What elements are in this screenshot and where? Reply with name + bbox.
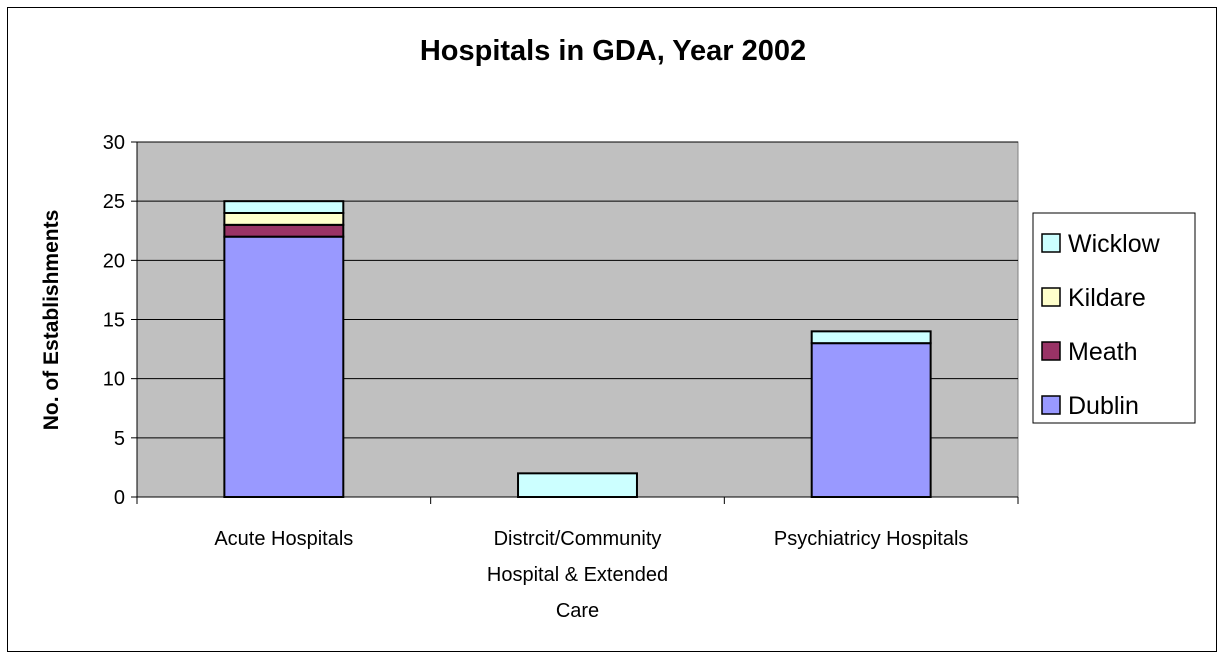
legend-swatch-kildare xyxy=(1041,287,1061,307)
y-tick-label: 25 xyxy=(103,191,125,213)
legend-label-kildare: Kildare xyxy=(1068,284,1146,312)
bar-dublin xyxy=(810,342,932,498)
bar-dublin xyxy=(223,235,345,499)
y-tick-label: 30 xyxy=(103,132,125,154)
legend-label-dublin: Dublin xyxy=(1068,392,1139,420)
y-axis-title: No. of Establishments xyxy=(40,210,63,431)
chart-title: Hospitals in GDA, Year 2002 xyxy=(420,35,806,67)
x-category-label: Psychiatricy Hospitals xyxy=(774,528,969,550)
y-tick-label: 5 xyxy=(114,428,125,450)
bar-wicklow xyxy=(810,330,932,345)
bar-wicklow xyxy=(517,472,638,499)
plot-area: 0 5 10 15 20 25 30 Acute Hospitals Distrcit/Comm… xyxy=(103,132,1019,622)
y-tick-label: 10 xyxy=(103,369,125,391)
y-tick-label: 15 xyxy=(103,310,125,332)
y-tick-label: 20 xyxy=(103,250,125,272)
bar-kildare xyxy=(223,212,345,226)
legend: Wicklow Kildare Meath Dublin xyxy=(1032,212,1196,424)
legend-swatch-meath xyxy=(1041,341,1061,361)
x-category-label: Hospital & Extended xyxy=(487,564,668,586)
legend-label-meath: Meath xyxy=(1068,338,1137,366)
x-category-label: Acute Hospitals xyxy=(214,528,353,550)
x-category-label: Care xyxy=(556,600,599,622)
legend-swatch-wicklow xyxy=(1041,233,1061,253)
x-category-label: Distrcit/Community xyxy=(494,528,662,550)
legend-label-wicklow: Wicklow xyxy=(1068,230,1161,258)
y-tick-label: 0 xyxy=(114,487,125,509)
bar-wicklow xyxy=(223,200,345,215)
legend-swatch-dublin xyxy=(1041,395,1061,415)
bar-meath xyxy=(223,223,345,238)
